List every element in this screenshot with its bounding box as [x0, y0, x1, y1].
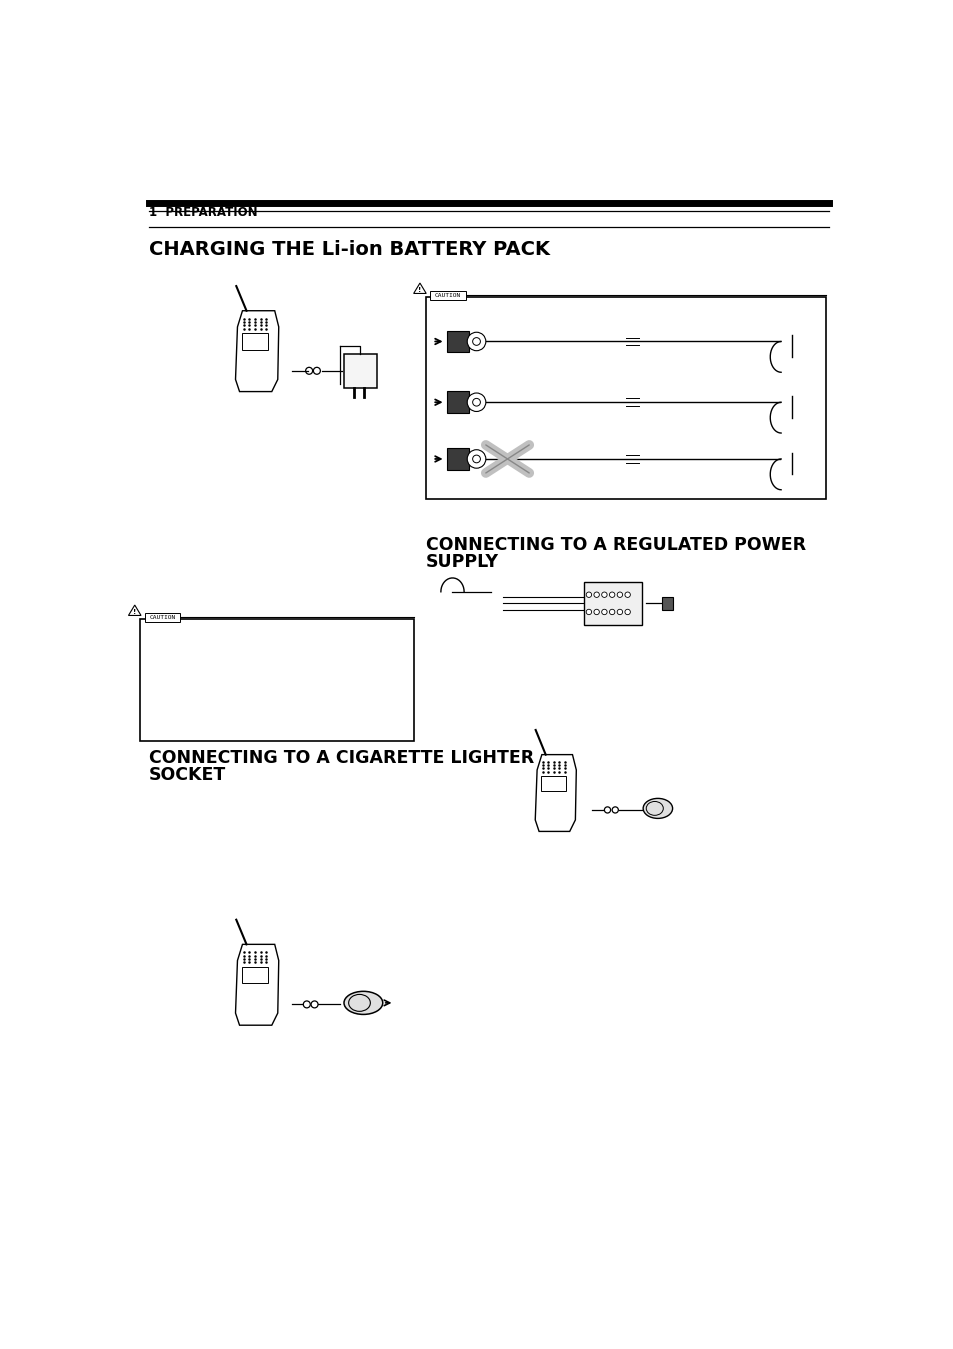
Text: CAUTION: CAUTION [435, 293, 460, 298]
Bar [242, 333, 268, 349]
Text: 1  PREPARATION: 1 PREPARATION [149, 206, 257, 219]
Ellipse shape [344, 992, 382, 1014]
Circle shape [585, 592, 591, 598]
Circle shape [601, 592, 606, 598]
Circle shape [624, 592, 630, 598]
Circle shape [594, 592, 598, 598]
Circle shape [601, 610, 606, 615]
Circle shape [467, 393, 485, 411]
FancyBboxPatch shape [145, 612, 180, 622]
Text: SUPPLY: SUPPLY [426, 553, 498, 571]
Circle shape [609, 592, 615, 598]
Bar [447, 331, 468, 352]
Text: CONNECTING TO A CIGARETTE LIGHTER: CONNECTING TO A CIGARETTE LIGHTER [149, 749, 534, 766]
Circle shape [594, 610, 598, 615]
Text: CAUTION: CAUTION [150, 615, 175, 621]
FancyBboxPatch shape [430, 291, 465, 299]
Circle shape [585, 610, 591, 615]
Bar [426, 297, 825, 499]
Polygon shape [235, 944, 278, 1025]
Bar [344, 353, 376, 387]
Circle shape [609, 610, 615, 615]
Bar [583, 581, 641, 625]
Circle shape [311, 1001, 317, 1008]
Circle shape [604, 807, 610, 813]
Text: !: ! [133, 610, 136, 615]
Bar [447, 448, 468, 469]
Text: !: ! [417, 287, 421, 293]
Text: CONNECTING TO A REGULATED POWER: CONNECTING TO A REGULATED POWER [426, 536, 805, 554]
Polygon shape [235, 310, 278, 391]
Bar [242, 967, 268, 983]
Circle shape [467, 332, 485, 351]
Bar [447, 391, 468, 413]
Text: SOCKET: SOCKET [149, 766, 226, 784]
Polygon shape [129, 606, 141, 615]
Text: CHARGING THE Li-ion BATTERY PACK: CHARGING THE Li-ion BATTERY PACK [149, 240, 549, 259]
Circle shape [303, 1001, 310, 1008]
Bar [140, 619, 414, 742]
Polygon shape [535, 754, 576, 831]
Circle shape [617, 592, 622, 598]
Circle shape [624, 610, 630, 615]
Bar [661, 598, 672, 610]
Circle shape [467, 449, 485, 468]
Ellipse shape [642, 799, 672, 819]
Circle shape [612, 807, 618, 813]
Polygon shape [414, 283, 426, 294]
Bar [541, 776, 566, 792]
Circle shape [617, 610, 622, 615]
